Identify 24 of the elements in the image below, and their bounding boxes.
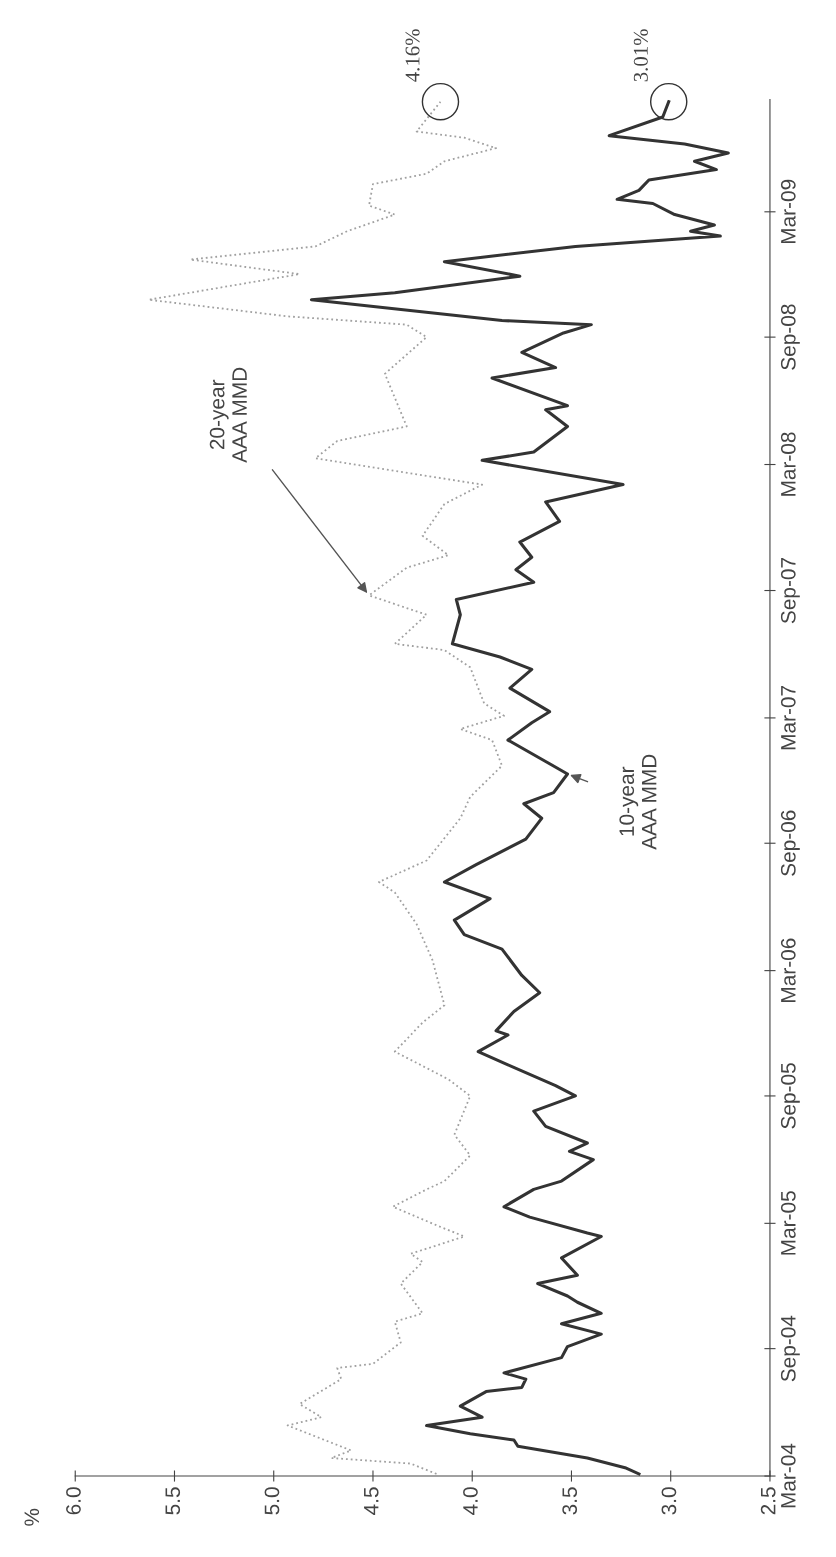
x-tick-label: 3.0	[661, 1487, 677, 1515]
x-tick-label: 3.5	[562, 1487, 578, 1515]
x-tick-label: 5.0	[264, 1487, 280, 1515]
text: 20-year AAA MMD	[209, 367, 247, 463]
y-tick-label: Sep-07	[780, 557, 800, 624]
y-axis-title: %	[24, 1508, 40, 1526]
y-tick-label: Mar-08	[780, 432, 796, 496]
x-tick-label: 5.5	[165, 1487, 181, 1515]
y-tick-label: Sep-05	[780, 1063, 800, 1129]
y-tick-label: Mar-07	[780, 685, 796, 750]
y-tick-label: Sep-04	[780, 1315, 800, 1382]
y-tick-label: Sep-06	[780, 810, 800, 876]
y-tick-label: Mar-09	[780, 179, 796, 244]
y-tick-label: Sep-08	[780, 304, 800, 370]
annotation: 4.16%	[405, 29, 420, 82]
y-tick-label: Mar-05	[780, 1191, 796, 1255]
y-tick-label: Mar-04	[780, 1443, 796, 1508]
text: 10-year AAA MMD	[619, 754, 657, 850]
x-tick-label: 4.0	[463, 1487, 478, 1515]
x-tick-label: 6.0	[66, 1487, 81, 1515]
x-tick-label: 4.5	[364, 1487, 379, 1515]
x-tick-label: 2.5	[760, 1487, 776, 1515]
y-tick-label: Mar-06	[780, 938, 796, 1002]
annotation: 3.01%	[633, 29, 648, 82]
